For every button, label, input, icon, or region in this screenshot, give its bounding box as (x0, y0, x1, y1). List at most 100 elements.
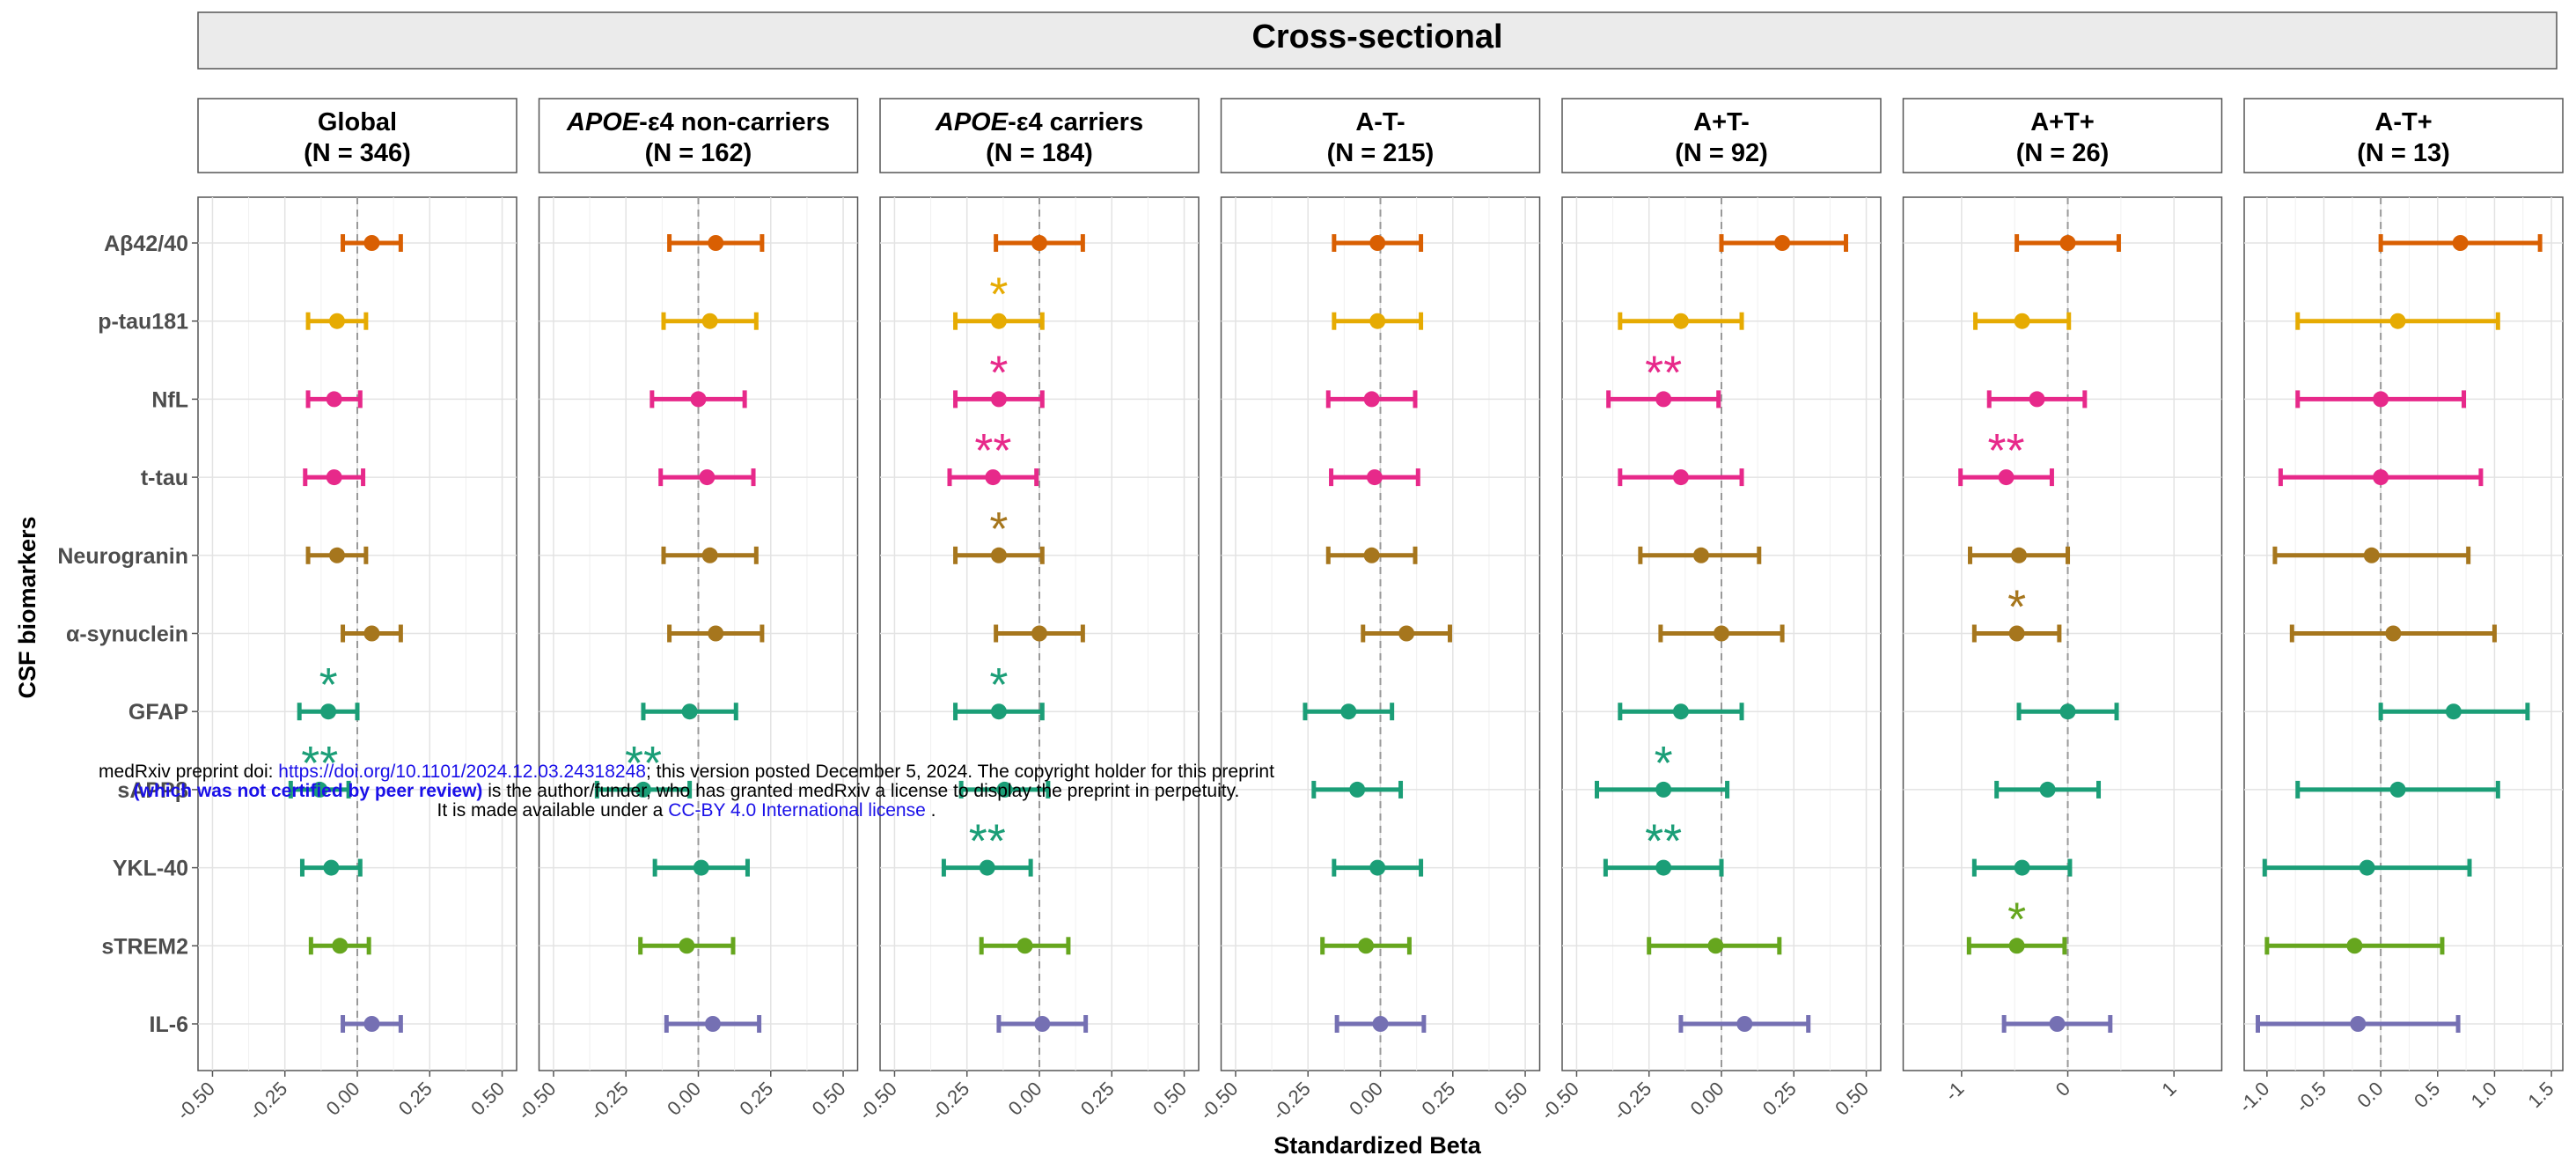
significance-marker: * (989, 503, 1008, 556)
x-tick-label: 0.25 (1076, 1078, 1119, 1120)
x-tick-label: -0.50 (172, 1078, 219, 1124)
x-tick-label: 0.25 (394, 1078, 437, 1120)
estimate-point (363, 1016, 380, 1032)
significance-marker: ** (974, 424, 1011, 477)
estimate-point (979, 859, 995, 876)
estimate-point (708, 625, 724, 642)
estimate-point (2389, 781, 2406, 798)
panel-header-1 (538, 98, 859, 173)
watermark-posted-text: ; this version posted December 5, 2024. … (645, 762, 1274, 782)
x-tick-label: -0.25 (586, 1078, 633, 1124)
estimate-point (326, 469, 342, 486)
significance-marker: * (2007, 893, 2026, 946)
x-tick-label: -0.50 (855, 1078, 901, 1124)
y-tick-label: t-tau (141, 466, 188, 490)
y-tick-label: Neurogranin (57, 544, 188, 569)
x-tick-label: -0.5 (2292, 1078, 2330, 1116)
significance-marker: * (319, 659, 338, 711)
panel-title-6: A-T+ (2374, 108, 2432, 136)
estimate-point (1349, 781, 1366, 798)
estimate-point (1369, 235, 1386, 251)
panel-header-0 (197, 98, 517, 173)
x-tick-label: 0.00 (1004, 1078, 1046, 1120)
estimate-point (2011, 547, 2028, 563)
watermark-doi-link[interactable]: https://doi.org/10.1101/2024.12.03.24318… (278, 762, 646, 782)
estimate-point (363, 625, 380, 642)
estimate-point (1369, 859, 1386, 876)
panel-header-2 (879, 98, 1200, 173)
estimate-point (2039, 781, 2056, 798)
watermark-doi-prefix: medRxiv preprint doi: (99, 762, 279, 782)
estimate-point (699, 469, 716, 486)
panel-title-3: A-T- (1355, 108, 1405, 136)
significance-marker: * (989, 346, 1008, 399)
panel-n-0: (N = 346) (304, 139, 411, 167)
estimate-point (1655, 781, 1672, 798)
significance-marker: * (2007, 581, 2026, 634)
estimate-point (312, 781, 328, 798)
estimate-point (690, 391, 707, 408)
estimate-point (990, 391, 1007, 408)
estimate-point (1031, 625, 1047, 642)
estimate-point (1998, 469, 2015, 486)
panel-n-5: (N = 26) (2016, 139, 2110, 167)
estimate-point (1031, 235, 1047, 251)
y-tick-label: NfL (151, 387, 188, 412)
estimate-point (2373, 391, 2389, 408)
estimate-point (996, 781, 1013, 798)
significance-marker: ** (301, 737, 338, 790)
estimate-point (328, 547, 345, 563)
estimate-point (990, 313, 1007, 329)
estimate-point (2373, 469, 2389, 486)
estimate-point (701, 547, 718, 563)
estimate-point (679, 938, 695, 954)
x-tick-label: 0.50 (1831, 1078, 1873, 1120)
watermark-license-link[interactable]: CC-BY 4.0 International license (668, 800, 926, 821)
y-tick-label: sAPPβ (117, 778, 188, 803)
panel-header-5 (1902, 98, 2223, 173)
watermark-available-text: It is made available under a (437, 800, 669, 821)
x-tick-label: 1 (2157, 1078, 2180, 1100)
panel-header-3 (1220, 98, 1541, 173)
x-tick-label: 0.25 (1758, 1078, 1801, 1120)
estimate-point (2359, 859, 2375, 876)
estimate-point (1707, 938, 1724, 954)
estimate-point (1363, 391, 1380, 408)
estimate-point (1692, 547, 1709, 563)
estimate-point (708, 235, 724, 251)
estimate-point (1672, 313, 1689, 329)
title-strip (197, 11, 2558, 70)
significance-marker: * (1655, 737, 1673, 790)
estimate-point (1372, 1016, 1389, 1032)
estimate-point (332, 938, 349, 954)
estimate-point (1340, 703, 1357, 720)
x-tick-label: 1.5 (2523, 1078, 2558, 1112)
x-tick-label: 0.0 (2352, 1078, 2387, 1112)
estimate-point (2008, 625, 2025, 642)
y-tick-label: Aβ42/40 (104, 232, 188, 256)
estimate-point (323, 859, 340, 876)
estimate-point (2049, 1016, 2066, 1032)
panel-n-3: (N = 215) (1327, 139, 1435, 167)
estimate-point (2008, 938, 2025, 954)
x-tick-label: -1.0 (2235, 1078, 2273, 1116)
y-tick-label: sTREM2 (101, 934, 188, 959)
significance-marker: * (989, 269, 1008, 321)
y-tick-label: α-synuclein (66, 622, 188, 647)
panel-title-4: A+T- (1693, 108, 1750, 136)
panel-title-2: APOE-ε4 carriers (935, 108, 1143, 136)
significance-marker: ** (1988, 424, 2025, 477)
estimate-point (1672, 703, 1689, 720)
x-tick-label: 0.50 (466, 1078, 509, 1120)
panel-title-0: Global (318, 108, 397, 136)
x-tick-label: 0.00 (1686, 1078, 1728, 1120)
watermark-line-1: medRxiv preprint doi: https://doi.org/10… (0, 762, 1373, 783)
x-tick-label: -0.25 (927, 1078, 973, 1124)
y-tick-label: YKL-40 (113, 857, 188, 881)
watermark-peer-review-note: (which was not certified by peer review) (133, 781, 483, 801)
panel-n-6: (N = 13) (2357, 139, 2450, 167)
estimate-point (1655, 859, 1672, 876)
panel-title-5: A+T+ (2030, 108, 2095, 136)
x-tick-label: -0.25 (1268, 1078, 1315, 1124)
